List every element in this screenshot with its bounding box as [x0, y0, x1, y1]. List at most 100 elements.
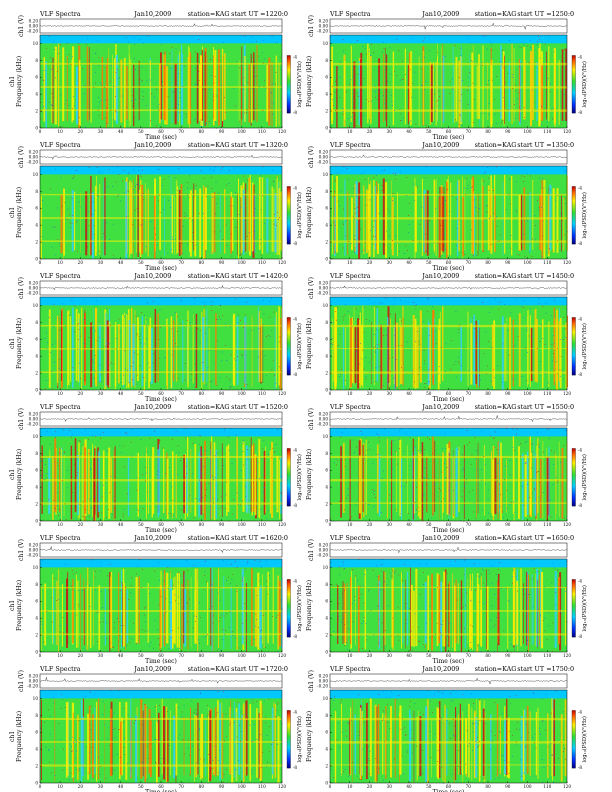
x-tick-label: 0 [39, 129, 42, 134]
spectrogram-streak [87, 582, 89, 645]
spectrogram-speck [409, 437, 411, 439]
spectrogram-speck [140, 185, 141, 186]
spectrogram-speck [194, 298, 196, 300]
spectrogram-streak [84, 310, 86, 382]
spectrogram-speck [338, 722, 339, 724]
spectrogram-streak [565, 48, 567, 121]
spectrogram-speck [183, 614, 185, 616]
spectrogram-speck [194, 118, 196, 120]
spectrogram-streak [208, 716, 209, 783]
spectrogram-speck [458, 332, 459, 333]
x-tick-label: 60 [446, 522, 452, 527]
spectrogram-speck [436, 622, 438, 624]
x-tick-label: 120 [278, 522, 286, 527]
spectrogram-speck [78, 323, 79, 324]
spectrogram-speck [50, 733, 51, 735]
spectrogram-speck [184, 476, 186, 478]
spectrogram-streak [446, 179, 449, 255]
spectrogram-tone-band [330, 717, 567, 721]
spectrogram-speck [150, 642, 152, 644]
spectrogram-speck [72, 573, 74, 575]
spectrogram-streak [431, 573, 433, 651]
spectrogram-speck [163, 179, 165, 180]
spectrogram-speck [63, 452, 65, 453]
spectrogram-speck [274, 740, 276, 741]
waveform-trace [329, 677, 567, 685]
spectrogram-streak [428, 324, 431, 389]
spectrogram-speck [57, 207, 58, 209]
spectrogram-speck [488, 103, 490, 104]
spectrogram-speck [509, 503, 511, 505]
spectrogram-speck [513, 501, 514, 503]
spectrogram-streak [448, 449, 450, 520]
spectrogram-speck [195, 621, 196, 622]
spectrogram-speck [93, 87, 95, 88]
spectrogram-speck [359, 778, 360, 780]
spectrogram-speck [119, 332, 121, 334]
spectrogram-speck [177, 737, 179, 739]
spectrogram-speck [343, 166, 345, 167]
spectrogram-speck [531, 559, 533, 561]
waveform-trace [39, 546, 282, 554]
spectrogram-streak [174, 195, 175, 255]
spectrogram-speck [135, 315, 137, 317]
spectrogram-speck [414, 305, 416, 307]
spectrogram-speck [213, 767, 214, 769]
spectrogram-streak [529, 51, 533, 127]
spectrogram-speck [228, 576, 229, 578]
spectrogram-streak [230, 710, 232, 776]
spectrogram-speck [181, 634, 182, 635]
x-tick-label: 100 [524, 784, 532, 789]
spectrogram-streak [127, 457, 130, 517]
spectrogram-speck [460, 55, 462, 56]
spectrogram-streak [490, 65, 493, 128]
spectrogram-streak [278, 62, 280, 126]
spectrogram-speck [131, 366, 132, 367]
spectrogram-streak [352, 700, 353, 782]
spectrogram-streak [442, 196, 444, 252]
spectrogram-speck [178, 581, 179, 583]
waveform-ylabel: ch1 (V) [18, 670, 25, 692]
spectrogram-streak [269, 450, 271, 514]
spectrogram-speck [508, 194, 510, 195]
spectrogram-speck [203, 759, 205, 761]
spectrogram-speck [258, 55, 259, 57]
spectrogram-speck [401, 428, 402, 430]
spectrogram-speck [56, 600, 57, 601]
spectrogram-speck [516, 181, 517, 182]
spectrogram-speck [484, 35, 486, 37]
spectrogram-speck [394, 758, 395, 760]
spectrogram-streak [278, 306, 280, 386]
spectrogram-speck [177, 331, 178, 332]
spectrogram-speck [189, 322, 191, 323]
spectrogram-speck [514, 345, 515, 347]
x-tick-label: 60 [446, 391, 452, 396]
waveform-tick-label: 0.20 [319, 149, 329, 154]
spectrogram-streak [473, 191, 475, 254]
spectrogram-speck [506, 701, 507, 702]
spectrogram-speck [365, 178, 366, 180]
spectrogram-speck [332, 258, 334, 259]
spectrogram-speck [71, 436, 72, 438]
spectrogram-speck [532, 692, 534, 694]
spectrogram-speck [242, 85, 244, 86]
spectrogram-speck [91, 360, 93, 362]
spectrogram-speck [381, 564, 383, 566]
spectrogram-streak [138, 60, 140, 120]
spectrogram-speck [258, 627, 259, 628]
spectrogram-speck [155, 762, 156, 764]
spectrogram-streak [57, 43, 60, 127]
spectrogram-speck [147, 630, 149, 632]
spectrogram-speck [100, 562, 102, 564]
spectrogram-speck [213, 615, 214, 617]
spectrogram-streak [241, 568, 244, 645]
spectrogram-speck [493, 438, 494, 439]
spectrogram-speck [120, 625, 122, 626]
spectrogram-streak [89, 47, 90, 120]
spectrogram-speck [373, 243, 374, 245]
spectrogram-streak [454, 582, 456, 650]
spectrogram-speck [422, 461, 424, 462]
spectrogram-speck [380, 342, 381, 343]
spectrogram-speck [532, 606, 534, 608]
spectrogram-speck [126, 216, 127, 217]
